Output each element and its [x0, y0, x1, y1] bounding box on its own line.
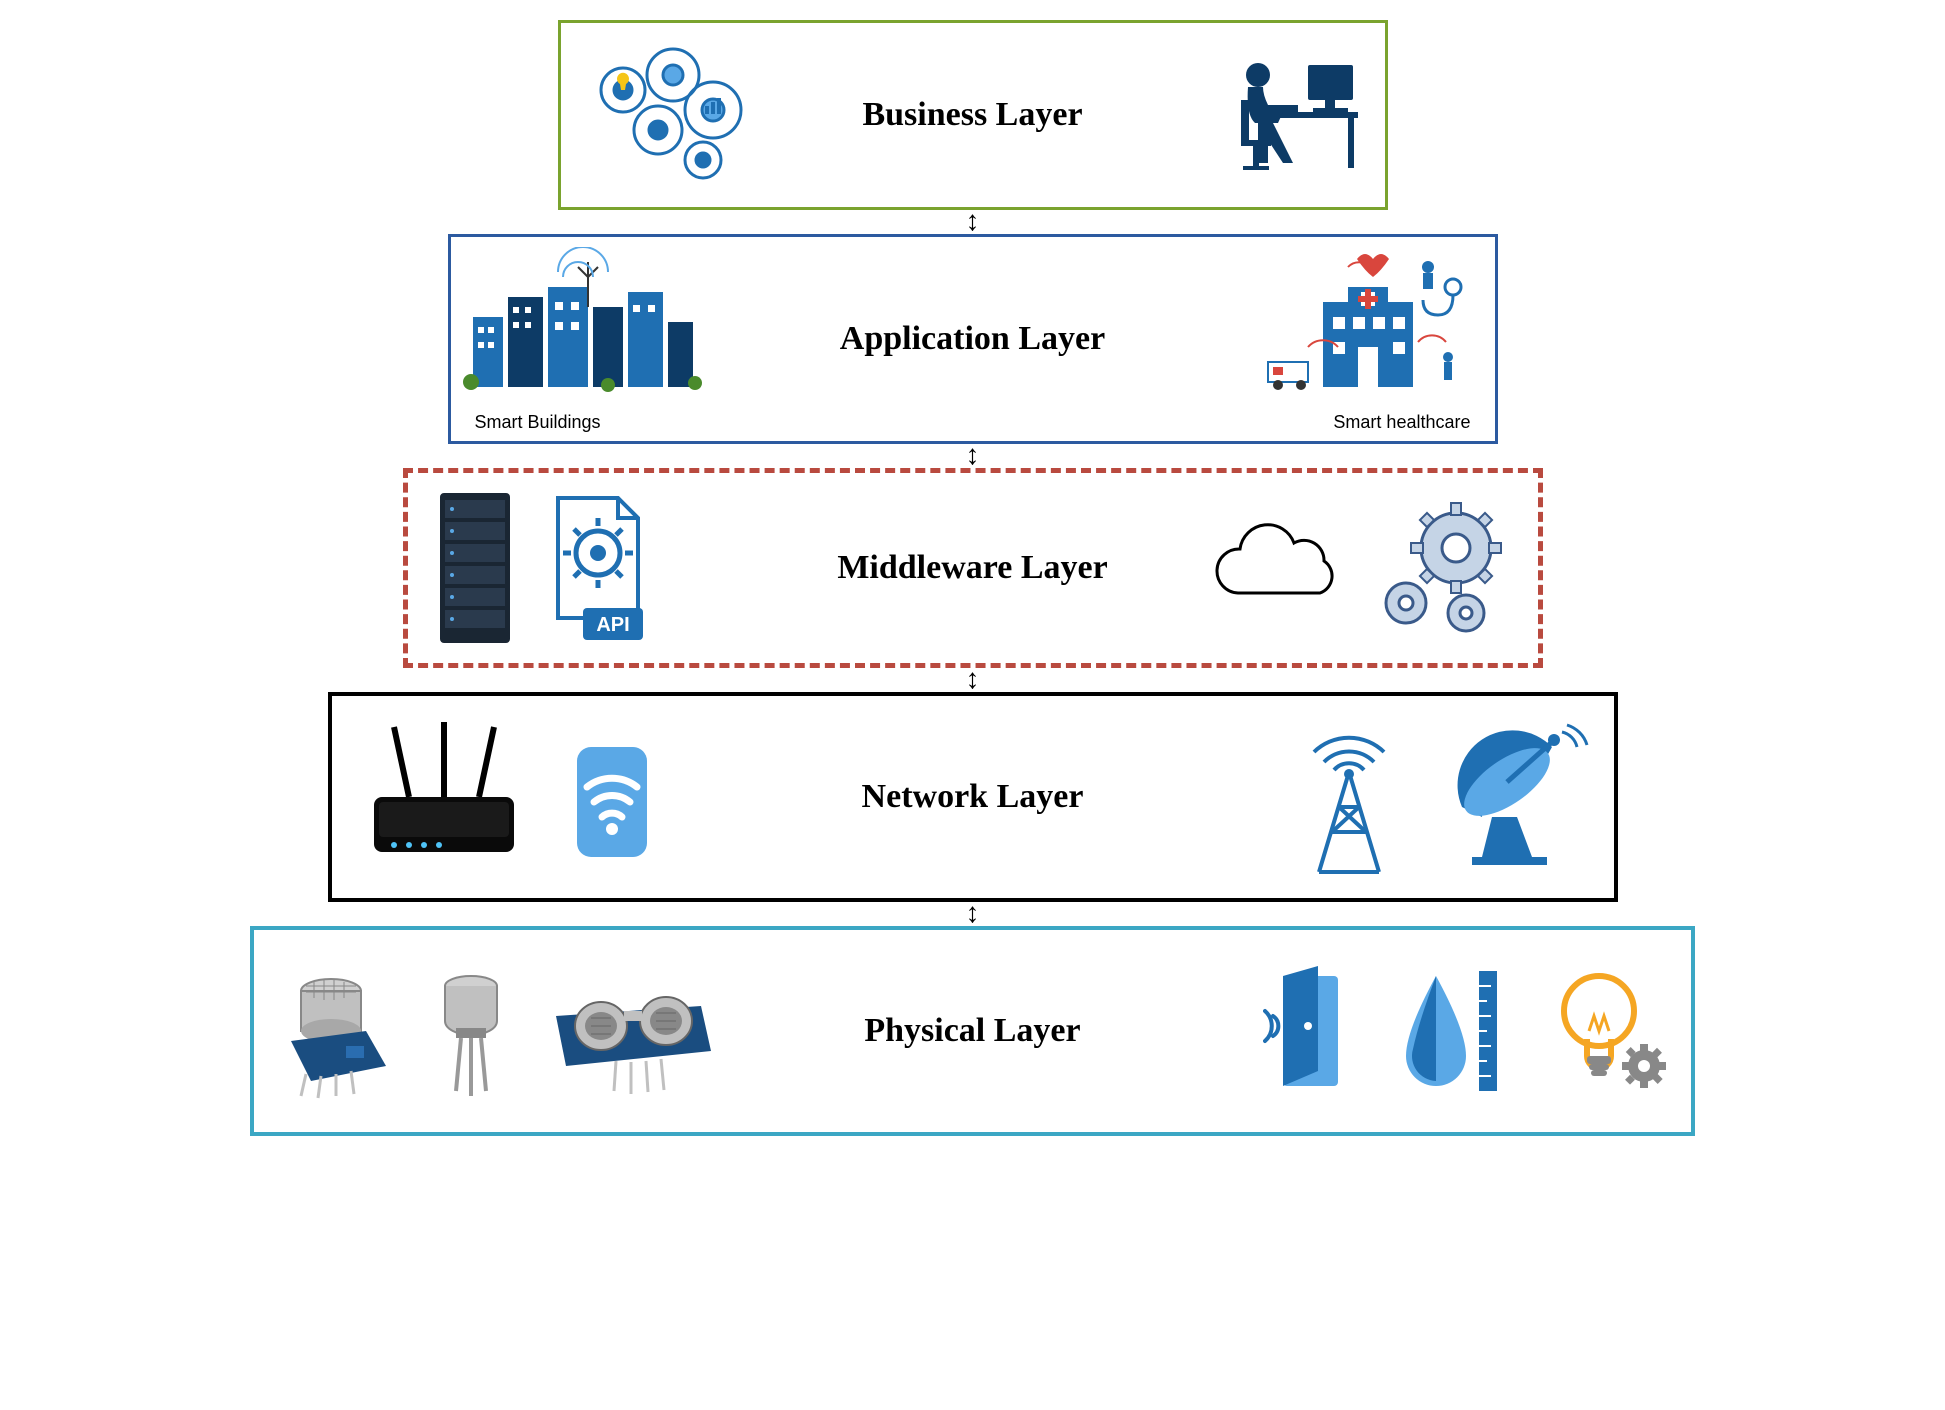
- wifi-signal-icon: [552, 717, 672, 877]
- arrow-middleware-network: ↕: [966, 666, 980, 694]
- middleware-layer: API Middleware Layer: [403, 468, 1543, 668]
- physical-right-icons: [1263, 961, 1669, 1101]
- middleware-left-icons: API: [430, 488, 658, 648]
- smart-buildings-caption: Smart Buildings: [475, 412, 601, 433]
- business-left-icons: [583, 40, 753, 190]
- svg-text:API: API: [596, 614, 629, 636]
- arrow-business-application: ↕: [966, 208, 980, 236]
- physical-layer: Physical Layer: [250, 926, 1695, 1136]
- lightbulb-gear-icon: [1549, 961, 1669, 1101]
- network-layer: Network Layer: [328, 692, 1618, 902]
- application-right-icons: Smart healthcare: [1253, 247, 1483, 437]
- gears-analytics-icon: [583, 40, 753, 190]
- physical-layer-title: Physical Layer: [864, 1012, 1080, 1050]
- arrow-application-middleware: ↕: [966, 442, 980, 470]
- smart-healthcare-caption: Smart healthcare: [1333, 412, 1470, 433]
- network-left-icons: [354, 717, 672, 877]
- smart-buildings-icon: [463, 247, 703, 397]
- business-layer-title: Business Layer: [862, 96, 1082, 134]
- application-layer: Smart Buildings Application Layer: [448, 234, 1498, 444]
- satellite-dish-icon: [1432, 717, 1592, 877]
- physical-left-icons: [276, 956, 716, 1106]
- arrow-network-physical: ↕: [966, 900, 980, 928]
- server-rack-icon: [430, 488, 520, 648]
- api-gear-icon: API: [538, 488, 658, 648]
- application-layer-title: Application Layer: [840, 320, 1105, 358]
- transistor-sensor-icon: [426, 956, 516, 1106]
- business-right-icons: [1213, 45, 1363, 185]
- person-at-computer-icon: [1213, 45, 1363, 185]
- network-right-icons: [1284, 712, 1592, 882]
- cloud-icon: [1198, 513, 1348, 623]
- door-sensor-icon: [1263, 961, 1353, 1101]
- cell-tower-icon: [1284, 712, 1414, 882]
- humidity-sensor-icon: [1391, 961, 1511, 1101]
- middleware-right-icons: [1198, 493, 1516, 643]
- wifi-router-icon: [354, 717, 534, 877]
- business-layer: Business Layer: [558, 20, 1388, 210]
- middleware-layer-title: Middleware Layer: [837, 549, 1107, 587]
- ultrasonic-sensor-icon: [546, 956, 716, 1106]
- triple-gear-icon: [1366, 493, 1516, 643]
- gas-sensor-icon: [276, 956, 396, 1106]
- network-layer-title: Network Layer: [862, 778, 1084, 816]
- application-left-icons: Smart Buildings: [463, 247, 703, 437]
- smart-healthcare-icon: [1253, 247, 1483, 397]
